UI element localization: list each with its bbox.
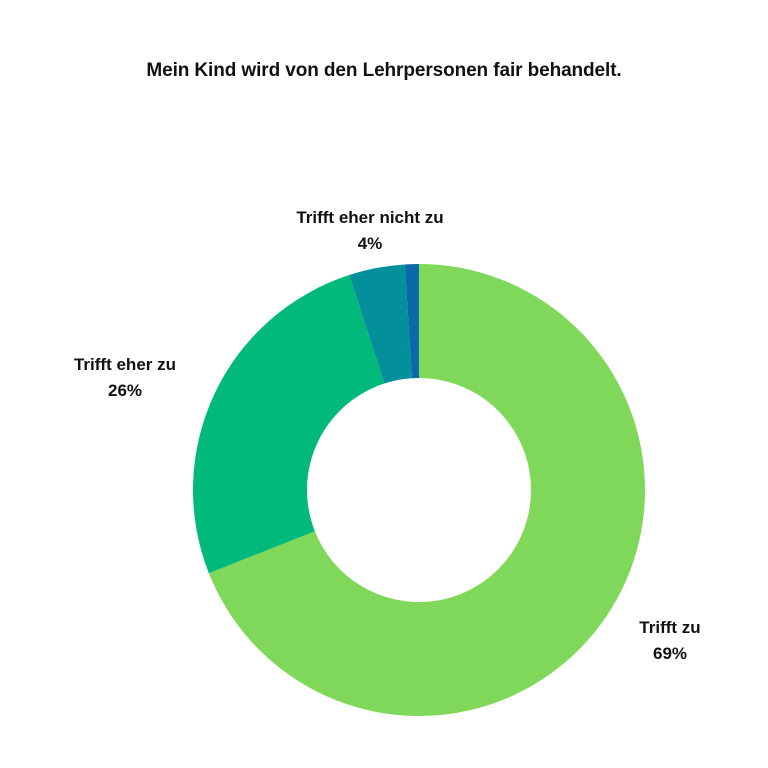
label-trifft-eher-nicht-zu-name: Trifft eher nicht zu [296,208,444,227]
label-trifft-eher-zu: Trifft eher zu 26% [55,352,195,404]
label-trifft-eher-zu-value: 26% [107,381,143,400]
label-trifft-eher-zu-name: Trifft eher zu [73,355,176,374]
donut-slice-trifft-eher-nicht-zu [349,264,412,384]
label-trifft-eher-nicht-zu: Trifft eher nicht zu 4% [260,205,480,257]
label-trifft-zu: Trifft zu 69% [620,615,720,667]
donut-slice-trifft-eher-zu [192,275,385,574]
label-trifft-zu-value: 69% [652,644,688,663]
label-trifft-eher-nicht-zu-value: 4% [357,234,383,253]
donut-slice-trifft-zu [208,264,645,716]
chart-title: Mein Kind wird von den Lehrpersonen fair… [146,60,622,81]
label-trifft-zu-name: Trifft zu [639,618,701,637]
donut-slice-slice-3 [404,264,419,379]
